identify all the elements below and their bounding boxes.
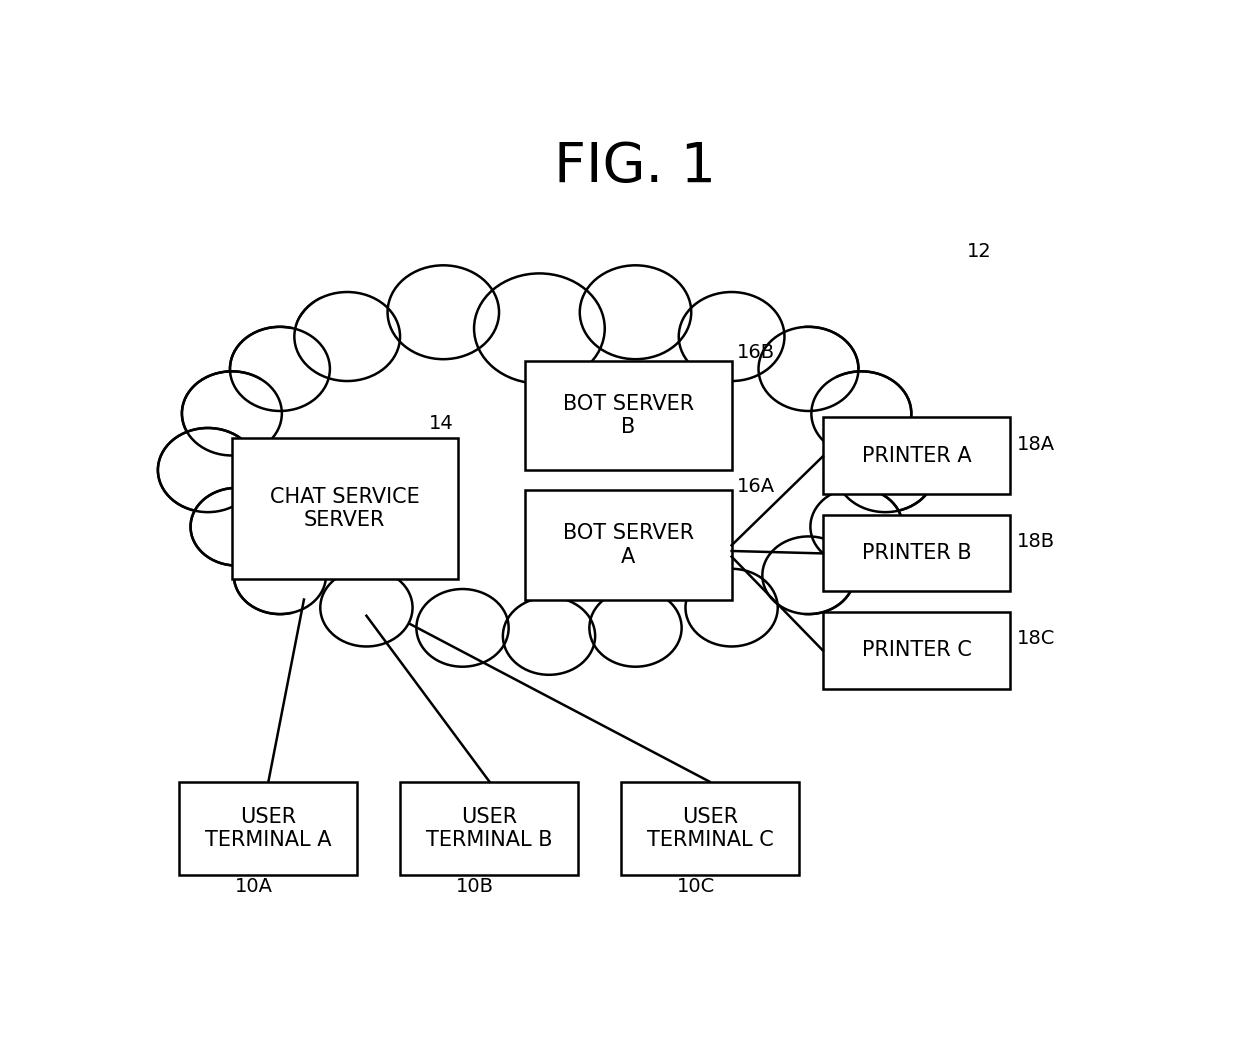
FancyBboxPatch shape [525,490,732,599]
FancyBboxPatch shape [232,437,458,579]
Text: 10B: 10B [456,878,494,897]
Text: BOT SERVER
A: BOT SERVER A [563,523,694,566]
Circle shape [811,488,903,565]
Circle shape [294,292,401,382]
Circle shape [234,536,326,614]
Circle shape [580,265,691,359]
Circle shape [157,428,258,512]
Circle shape [182,371,281,455]
Circle shape [678,292,785,382]
Circle shape [686,569,777,646]
Circle shape [417,589,508,666]
Circle shape [811,371,911,455]
FancyBboxPatch shape [179,782,357,874]
FancyBboxPatch shape [525,360,732,470]
FancyBboxPatch shape [621,782,799,874]
Circle shape [589,589,682,666]
Text: 18A: 18A [1017,435,1055,454]
Text: PRINTER C: PRINTER C [862,640,971,660]
Text: BOT SERVER
B: BOT SERVER B [563,394,694,437]
Text: CHAT SERVICE
SERVER: CHAT SERVICE SERVER [270,487,419,530]
Circle shape [229,327,330,411]
Text: PRINTER A: PRINTER A [862,446,971,466]
Text: 14: 14 [429,414,454,433]
Circle shape [836,428,935,512]
Text: 16B: 16B [738,344,775,363]
Text: 16A: 16A [738,477,775,496]
Circle shape [320,569,413,646]
FancyBboxPatch shape [823,515,1011,592]
Circle shape [474,273,605,384]
Text: 10A: 10A [234,878,273,897]
Circle shape [388,265,498,359]
Circle shape [242,211,857,729]
FancyBboxPatch shape [823,612,1011,688]
FancyBboxPatch shape [401,782,578,874]
Text: PRINTER B: PRINTER B [862,543,971,563]
Text: USER
TERMINAL C: USER TERMINAL C [646,806,774,850]
Text: 10C: 10C [677,878,715,897]
Text: 18B: 18B [1017,532,1055,551]
Circle shape [191,488,283,565]
FancyBboxPatch shape [823,417,1011,494]
Text: 18C: 18C [1017,628,1055,647]
Circle shape [763,536,854,614]
Text: USER
TERMINAL A: USER TERMINAL A [205,806,331,850]
Circle shape [759,327,858,411]
Text: USER
TERMINAL B: USER TERMINAL B [425,806,552,850]
Text: FIG. 1: FIG. 1 [554,140,717,193]
Circle shape [503,597,595,675]
Text: 12: 12 [967,242,992,261]
